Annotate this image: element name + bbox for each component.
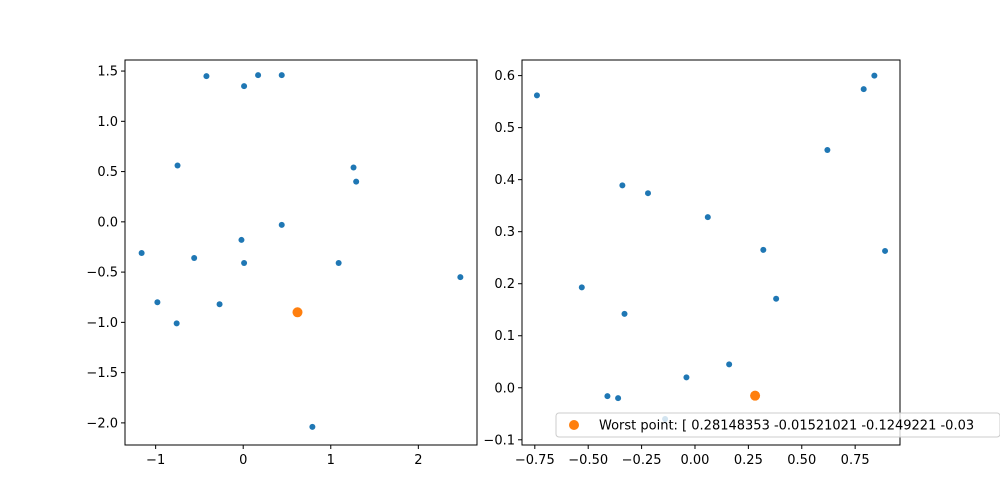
x-tick-label: 1 <box>327 453 335 468</box>
data-point <box>824 147 831 154</box>
y-tick-label: 0.6 <box>494 69 515 84</box>
y-tick-label: 0.0 <box>97 215 118 230</box>
x-tick-label: 0.00 <box>681 453 710 468</box>
data-point <box>350 164 357 171</box>
data-point <box>760 246 767 253</box>
y-tick-label: 0.4 <box>494 173 515 188</box>
y-tick-label: 0.5 <box>97 165 118 180</box>
y-tick-label: −2.0 <box>86 416 118 431</box>
worst-point <box>292 307 303 318</box>
x-tick-label: −0.75 <box>515 453 555 468</box>
y-tick-label: −1.0 <box>86 316 118 331</box>
y-tick-label: 0.1 <box>494 329 515 344</box>
data-point <box>154 299 161 306</box>
legend-box <box>555 412 1000 438</box>
data-point <box>619 182 626 189</box>
data-point <box>216 301 223 308</box>
x-tick-label: 0.25 <box>734 453 763 468</box>
right-scatter-plot: −0.75 −0.50 −0.25 0.00 0.25 0.50 0.75 −0.1 0.0 0.… <box>483 59 1000 468</box>
x-tick-label: −0.25 <box>622 453 662 468</box>
data-point <box>241 83 248 90</box>
axes-frame <box>521 59 901 446</box>
data-point <box>578 284 585 291</box>
data-point <box>353 178 360 185</box>
data-point <box>191 255 198 262</box>
data-point <box>173 320 180 327</box>
data-point <box>860 86 867 93</box>
legend-marker <box>569 420 579 430</box>
data-point <box>882 247 889 254</box>
x-tick-label: 0.50 <box>787 453 816 468</box>
data-point <box>615 395 622 402</box>
legend: Worst point: [ 0.28148353 -0.01521021 -0… <box>555 412 1000 438</box>
data-point <box>645 190 651 197</box>
y-tick-label: 0.2 <box>494 277 515 292</box>
data-point <box>457 274 464 281</box>
y-tick-label: 1.0 <box>97 115 118 130</box>
data-point <box>621 310 628 317</box>
y-tick-label: 0.5 <box>494 121 515 136</box>
data-point <box>726 361 733 368</box>
data-point <box>533 92 540 99</box>
y-tick-label: −1.5 <box>86 366 118 381</box>
data-point <box>773 295 780 302</box>
data-point <box>871 72 878 79</box>
data-point <box>238 236 245 243</box>
data-point <box>604 393 611 400</box>
y-tick-label: −0.1 <box>483 433 515 448</box>
y-tick-label: −0.5 <box>86 266 118 281</box>
x-tick-label: −0.50 <box>568 453 608 468</box>
y-tick-label: 0.0 <box>494 381 515 396</box>
data-point <box>255 72 262 79</box>
x-tick-label: 0 <box>239 453 247 468</box>
data-point <box>704 214 711 221</box>
data-point <box>278 221 285 228</box>
x-tick-label: 0.75 <box>841 453 870 468</box>
data-point <box>683 374 690 381</box>
data-point <box>203 73 210 80</box>
data-point <box>335 260 342 267</box>
data-point <box>138 250 145 257</box>
axes-frame <box>124 59 478 446</box>
x-tick-label: 2 <box>414 453 422 468</box>
data-point <box>241 260 248 267</box>
worst-point <box>750 390 761 401</box>
data-point <box>174 162 181 169</box>
x-tick-label: −1 <box>146 453 165 468</box>
data-point <box>278 72 285 79</box>
data-point <box>309 423 316 430</box>
left-scatter-plot: −1 0 1 2 −2.0 −1.5 −1.0 −0.5 0.0 0.5 1.0 1.5 <box>86 59 478 468</box>
legend-label: Worst point: [ 0.28148353 -0.01521021 -0… <box>599 419 974 434</box>
y-tick-label: 0.3 <box>494 225 515 240</box>
y-tick-label: 1.5 <box>97 65 118 80</box>
